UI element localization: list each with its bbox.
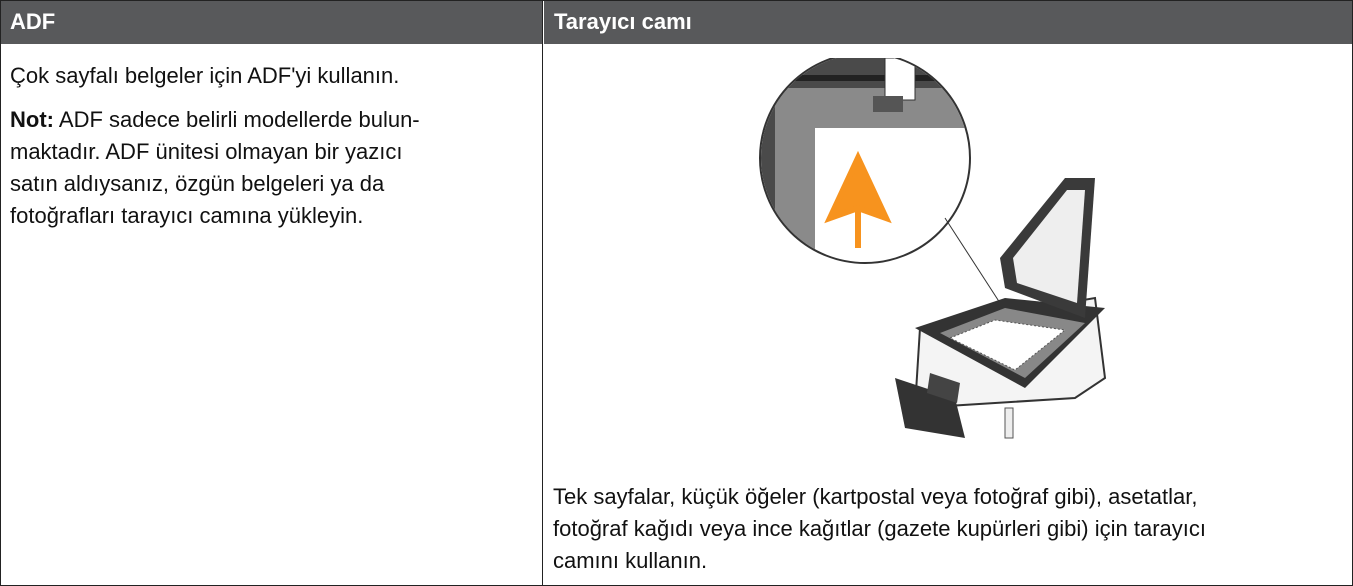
note-line: Not: ADF sadece belirli modellerde bulun… xyxy=(10,104,420,136)
scanner-illustration xyxy=(759,58,1107,439)
intro: Çok sayfalı belgeler için ADF'yi kullanı… xyxy=(10,63,400,88)
note-label: Not: xyxy=(10,107,54,132)
note-line: fotoğrafları tarayıcı camına yükleyin. xyxy=(10,203,364,228)
caption-line: camını kullanın. xyxy=(553,548,708,573)
right-cell-caption: Tek sayfalar, küçük öğeler (kartpostal v… xyxy=(553,481,1206,577)
caption-line: fotoğraf kağıdı veya ince kağıtlar (gaze… xyxy=(553,516,1206,541)
divider xyxy=(542,0,543,586)
left-cell: Çok sayfalı belgeler için ADF'yi kullanı… xyxy=(10,60,420,232)
caption-line: Tek sayfalar, küçük öğeler (kartpostal v… xyxy=(553,484,1198,509)
note-line: satın aldıysanız, özgün belgeleri ya da xyxy=(10,171,385,196)
note-text: ADF sadece belirli modellerde bulun- xyxy=(58,107,420,132)
note: Not: ADF sadece belirli modellerde bulun… xyxy=(10,104,420,232)
note-line: maktadır. ADF ünitesi olmayan bir yazıcı xyxy=(10,139,403,164)
header-cell: ADF xyxy=(0,0,542,44)
header-cell: Tarayıcı camı xyxy=(543,0,1353,44)
